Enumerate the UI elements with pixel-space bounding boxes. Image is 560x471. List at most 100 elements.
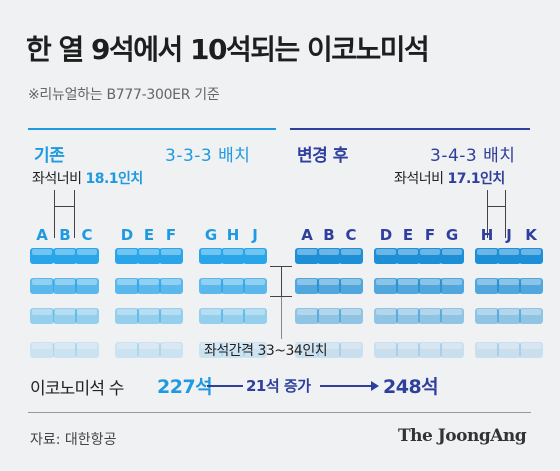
before-seat-letter-j: J	[252, 226, 258, 244]
after-seat	[317, 248, 341, 264]
before-width-label: 좌석너비 18.1인치	[32, 168, 143, 188]
after-seat	[295, 308, 319, 324]
after-seat-letter-j: J	[506, 226, 512, 244]
after-seat	[497, 342, 521, 358]
before-seat	[221, 308, 245, 324]
after-seat	[519, 308, 543, 324]
after-seat	[475, 308, 499, 324]
after-seat	[475, 342, 499, 358]
after-seat-letter-c: C	[345, 226, 357, 244]
after-seat-letter-f: F	[424, 226, 436, 244]
before-seat	[159, 278, 183, 294]
after-seat	[418, 342, 442, 358]
before-width-marker-right	[74, 190, 75, 238]
before-width-arrow	[55, 206, 74, 207]
before-seat-letter-b: B	[59, 226, 71, 244]
before-seat	[221, 248, 245, 264]
after-seat	[418, 308, 442, 324]
economy-count-label: 이코노미석 수	[30, 379, 124, 399]
before-seat-letter-d: D	[120, 226, 134, 244]
after-section-label: 변경 후	[297, 146, 348, 166]
after-seat-letter-b: B	[323, 226, 335, 244]
before-seat	[115, 248, 139, 264]
before-seat-letter-g: G	[204, 226, 218, 244]
after-seat	[317, 308, 341, 324]
after-seat	[295, 278, 319, 294]
after-seat	[475, 248, 499, 264]
before-seat	[53, 278, 77, 294]
before-seat	[137, 278, 161, 294]
before-seat	[159, 248, 183, 264]
after-width-value: 17.1인치	[447, 171, 505, 187]
before-seat	[221, 342, 245, 358]
before-seat-letter-c: C	[81, 226, 93, 244]
increase-label: 21석 증가	[246, 377, 311, 395]
after-seat-letter-k: K	[525, 226, 537, 244]
before-seat	[243, 308, 267, 324]
after-seat	[374, 278, 398, 294]
before-seat	[159, 308, 183, 324]
before-header-bar	[28, 128, 276, 130]
after-header-bar	[290, 128, 530, 130]
after-width-marker-left	[487, 190, 488, 238]
before-seat	[75, 278, 99, 294]
after-seat	[374, 342, 398, 358]
before-seat	[221, 278, 245, 294]
economy-count-before: 227석	[157, 376, 213, 398]
after-seat	[396, 308, 420, 324]
page-title: 한 열 9석에서 10석되는 이코노미석	[26, 33, 430, 66]
before-seat	[53, 308, 77, 324]
after-seat	[396, 248, 420, 264]
after-width-arrow	[488, 206, 505, 207]
before-seat	[243, 278, 267, 294]
after-seat	[339, 248, 363, 264]
after-seat	[418, 248, 442, 264]
pitch-label: 좌석간격 33~34인치	[204, 343, 328, 359]
before-seat	[30, 248, 54, 264]
after-seat-letter-g: G	[445, 226, 459, 244]
source-note: 자료: 대한항공	[30, 432, 117, 448]
after-seat	[519, 342, 543, 358]
after-seat	[295, 248, 319, 264]
pitch-arrow	[281, 266, 282, 297]
increase-arrow-right	[320, 385, 374, 387]
before-seat	[137, 248, 161, 264]
before-seat	[243, 248, 267, 264]
brand-logo: The JoongAng	[398, 426, 527, 446]
before-seat	[115, 308, 139, 324]
before-seat	[199, 308, 223, 324]
after-seat	[497, 278, 521, 294]
after-seat	[519, 278, 543, 294]
after-seat	[497, 248, 521, 264]
before-seat-letter-e: E	[143, 226, 155, 244]
before-seat-letter-a: A	[36, 226, 48, 244]
footer-divider	[28, 412, 531, 413]
before-seat	[115, 342, 139, 358]
before-seat	[53, 342, 77, 358]
before-seat	[53, 248, 77, 264]
increase-arrow-head	[371, 381, 379, 391]
before-seat	[243, 342, 267, 358]
after-seat	[396, 342, 420, 358]
after-seat	[440, 248, 464, 264]
before-width-marker-left	[54, 190, 55, 238]
after-seat	[339, 278, 363, 294]
after-seat	[374, 248, 398, 264]
after-seat-letter-a: A	[301, 226, 313, 244]
before-config: 3-3-3 배치	[165, 146, 251, 166]
before-seat	[137, 308, 161, 324]
before-seat	[30, 278, 54, 294]
after-seat	[396, 278, 420, 294]
after-seat	[440, 342, 464, 358]
economy-count-after: 248석	[383, 376, 439, 398]
after-seat	[475, 278, 499, 294]
after-seat	[317, 278, 341, 294]
after-width-marker-right	[505, 190, 506, 238]
before-seat	[30, 342, 54, 358]
after-seat-letter-e: E	[402, 226, 414, 244]
before-seat	[30, 308, 54, 324]
before-seat	[199, 248, 223, 264]
before-seat	[75, 248, 99, 264]
after-seat-letter-h: H	[480, 226, 494, 244]
after-seat	[339, 308, 363, 324]
